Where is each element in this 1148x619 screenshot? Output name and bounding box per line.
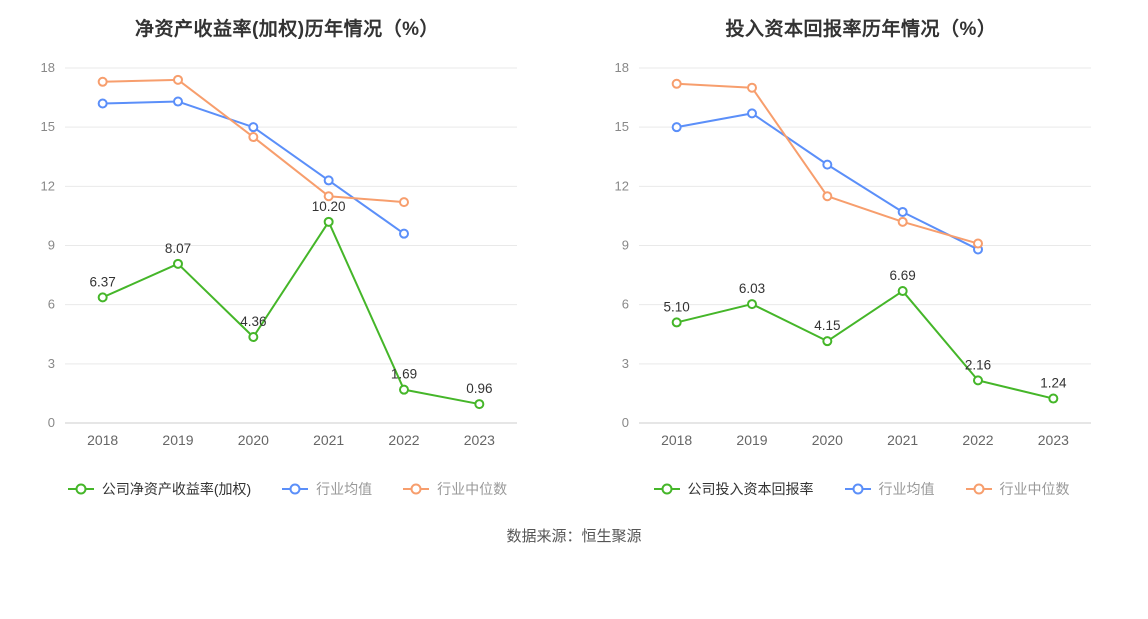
svg-text:2019: 2019 <box>162 432 193 448</box>
svg-text:6.69: 6.69 <box>890 268 916 283</box>
svg-text:4.36: 4.36 <box>240 314 266 329</box>
svg-text:2022: 2022 <box>962 432 993 448</box>
roic-chart-panel: 投入资本回报率历年情况（%） 0 3 6 9 12 15 18 2018 2019 2020 202… <box>574 6 1148 499</box>
legend-item-company-roe[interactable]: 公司净资产收益率(加权) <box>67 479 251 499</box>
svg-text:9: 9 <box>48 238 55 253</box>
svg-text:0: 0 <box>622 415 629 430</box>
roic-legend: 公司投入资本回报率 行业均值 行业中位数 <box>653 479 1070 499</box>
legend-item-industry-avg-roic[interactable]: 行业均值 <box>844 479 935 499</box>
svg-text:8.07: 8.07 <box>165 241 191 256</box>
svg-text:2020: 2020 <box>238 432 269 448</box>
line-marker-icon <box>653 483 680 495</box>
svg-text:6: 6 <box>622 297 629 312</box>
svg-text:2021: 2021 <box>313 432 344 448</box>
svg-text:2021: 2021 <box>887 432 918 448</box>
legend-label: 行业中位数 <box>437 481 508 497</box>
line-marker-icon <box>282 483 309 495</box>
svg-text:18: 18 <box>615 60 629 75</box>
svg-text:2019: 2019 <box>736 432 767 448</box>
svg-text:2018: 2018 <box>661 432 692 448</box>
svg-text:2018: 2018 <box>87 432 118 448</box>
legend-item-industry-median-roe[interactable]: 行业中位数 <box>402 479 507 499</box>
charts-row: 净资产收益率(加权)历年情况（%） 0 3 6 9 12 15 18 2018 2019 2020… <box>0 6 1148 499</box>
roe-chart-panel: 净资产收益率(加权)历年情况（%） 0 3 6 9 12 15 18 2018 2019 2020… <box>0 6 574 499</box>
svg-text:9: 9 <box>622 238 629 253</box>
svg-text:0.96: 0.96 <box>466 381 492 396</box>
svg-text:1.24: 1.24 <box>1040 376 1067 391</box>
roe-legend: 公司净资产收益率(加权) 行业均值 行业中位数 <box>67 479 507 499</box>
legend-label: 行业中位数 <box>999 481 1070 497</box>
svg-text:15: 15 <box>615 119 629 134</box>
data-source-note: 数据来源：恒生聚源 <box>506 528 642 545</box>
svg-text:1.69: 1.69 <box>391 367 417 382</box>
svg-text:2020: 2020 <box>812 432 843 448</box>
line-marker-icon <box>844 483 871 495</box>
svg-text:12: 12 <box>615 178 629 193</box>
svg-text:12: 12 <box>41 178 55 193</box>
svg-text:3: 3 <box>48 356 55 371</box>
svg-text:6.03: 6.03 <box>739 281 765 296</box>
roe-chart-title: 净资产收益率(加权)历年情况（%） <box>134 19 440 40</box>
legend-label: 公司净资产收益率(加权) <box>101 481 252 497</box>
svg-text:10.20: 10.20 <box>312 199 346 214</box>
svg-text:2022: 2022 <box>388 432 419 448</box>
roic-chart-title: 投入资本回报率历年情况（%） <box>725 19 997 40</box>
legend-item-industry-median-roic[interactable]: 行业中位数 <box>965 479 1070 499</box>
svg-text:6: 6 <box>48 297 55 312</box>
line-marker-icon <box>67 483 94 495</box>
svg-text:15: 15 <box>41 119 55 134</box>
svg-text:2.16: 2.16 <box>965 357 991 372</box>
line-marker-icon <box>965 483 992 495</box>
legend-label: 行业均值 <box>316 481 373 497</box>
legend-item-industry-avg-roe[interactable]: 行业均值 <box>281 479 372 499</box>
svg-text:3: 3 <box>622 356 629 371</box>
line-marker-icon <box>403 483 430 495</box>
roe-line-chart: 0 3 6 9 12 15 18 2018 2019 2020 2021 2022 2023 6.37 8.… <box>41 60 517 448</box>
legend-label: 公司投入资本回报率 <box>687 481 814 497</box>
svg-text:2023: 2023 <box>1038 432 1069 448</box>
legend-label: 行业均值 <box>878 481 935 497</box>
roic-line-chart: 0 3 6 9 12 15 18 2018 2019 2020 2021 2022 2023 5.10 6.… <box>615 60 1091 448</box>
svg-text:2023: 2023 <box>464 432 495 448</box>
svg-text:6.37: 6.37 <box>90 274 116 289</box>
legend-item-company-roic[interactable]: 公司投入资本回报率 <box>653 479 814 499</box>
svg-text:0: 0 <box>48 415 55 430</box>
svg-text:5.10: 5.10 <box>664 299 690 314</box>
svg-text:18: 18 <box>41 60 55 75</box>
svg-text:4.15: 4.15 <box>814 318 840 333</box>
